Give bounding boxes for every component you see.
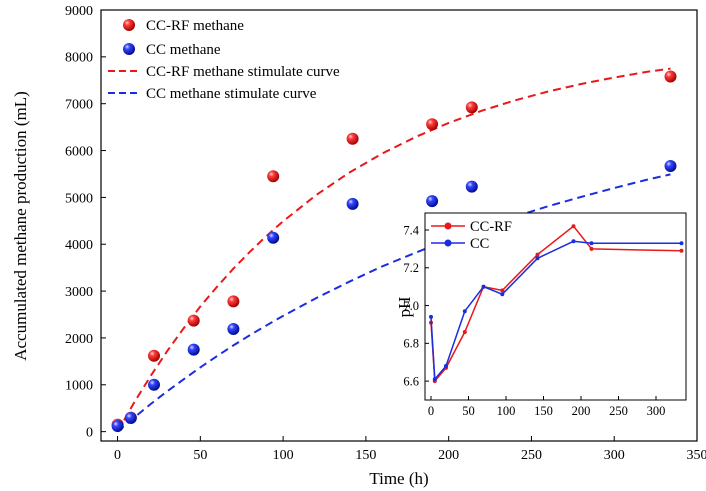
main-plot-frame <box>100 9 698 442</box>
point-cc-methane <box>124 412 137 424</box>
inset-x-tick-label: 50 <box>462 404 475 418</box>
legend-label-cc-methane: CC methane <box>146 42 221 58</box>
inset-y-tick-label: 6.8 <box>403 337 419 351</box>
legend-label-cc-curve: CC methane stimulate curve <box>146 86 317 102</box>
point-cc-rf-methane <box>465 101 478 114</box>
main-y-tick-label: 7000 <box>65 98 93 113</box>
point-cc-rf-methane <box>664 70 677 83</box>
inset-point-cc <box>500 292 505 297</box>
main-y-tick-label: 9000 <box>65 4 93 19</box>
inset-series <box>429 224 684 384</box>
main-x-tick-label: 300 <box>604 448 625 463</box>
point-cc-methane <box>426 195 439 208</box>
main-y-tick-label: 1000 <box>65 379 93 394</box>
inset-legend-label-cc: CC <box>470 236 489 252</box>
main-x-tick-label: 350 <box>687 448 706 463</box>
point-cc-methane <box>664 160 677 172</box>
inset-point-cc <box>429 314 433 319</box>
inset-y-axis: 6.6 6.8 7.0 7.2 7.4 <box>403 223 429 388</box>
main-x-tick-label: 250 <box>521 448 542 463</box>
point-cc-methane <box>187 343 200 356</box>
inset-point-cc <box>535 256 540 261</box>
inset-y-tick-label: 7.0 <box>403 299 419 313</box>
point-cc-rf-methane <box>267 170 280 183</box>
main-y-tick-label: 3000 <box>65 285 93 300</box>
inset-point-cc-rf <box>571 224 576 229</box>
inset-point-cc-rf <box>462 330 467 334</box>
main-y-tick-label: 2000 <box>65 332 93 347</box>
main-x-axis: 0 50 100 150 200 250 300 350 <box>114 436 706 463</box>
point-cc-methane <box>111 420 124 432</box>
inset-y-axis-title: pH <box>395 297 414 318</box>
point-cc-methane <box>227 323 240 335</box>
inset-legend: CC-RF CC <box>431 219 512 252</box>
main-x-axis-title: Time (h) <box>369 469 428 488</box>
main-y-axis-title: Accumulated methane production (mL) <box>11 91 30 361</box>
inset-point-cc-rf <box>589 246 594 251</box>
main-legend: CC-RF methane CC methane CC-RF methane s… <box>108 18 340 102</box>
inset-x-tick-label: 200 <box>572 404 591 418</box>
inset-point-cc <box>571 239 576 244</box>
main-x-tick-label: 150 <box>355 448 376 463</box>
point-cc-rf-methane <box>346 132 359 145</box>
main-plot: 0 50 100 150 200 250 300 350 010002000300040005… <box>11 4 706 488</box>
inset-x-tick-label: 150 <box>534 404 553 418</box>
main-y-tick-label: 6000 <box>65 144 93 159</box>
inset-x-tick-label: 100 <box>497 404 516 418</box>
legend-marker-cc-rf-methane <box>123 19 135 31</box>
inset-legend-marker-cc-rf <box>444 222 452 230</box>
inset-point-cc <box>589 241 594 246</box>
point-cc-methane <box>465 180 478 193</box>
point-cc-rf-methane <box>426 118 439 131</box>
main-y-axis: 0 1000 2000 3000 4000 5000 6000 7000 8000 9000 <box>65 4 106 441</box>
legend-label-cc-rf-curve: CC-RF methane stimulate curve <box>146 64 340 80</box>
inset-point-cc-rf <box>500 288 505 293</box>
main-x-tick-label: 0 <box>114 448 121 463</box>
inset-x-tick-label: 300 <box>647 404 666 418</box>
inset-y-tick-label: 7.2 <box>403 261 419 275</box>
legend-marker-cc-methane <box>123 43 135 55</box>
inset-y-tick-label: 7.4 <box>403 223 419 237</box>
inset-legend-marker-cc <box>444 239 452 247</box>
main-y-tick-label: 0 <box>86 426 93 441</box>
inset-point-cc-rf <box>535 252 540 257</box>
curve-cc-rf-methane-stimulate-curve <box>116 67 671 433</box>
point-cc-rf-methane <box>227 295 240 308</box>
inset-legend-label-cc-rf: CC-RF <box>470 219 512 235</box>
inset-line-cc-rf <box>430 225 682 383</box>
point-cc-rf-methane <box>148 349 160 362</box>
point-cc-rf-methane <box>187 314 200 327</box>
main-y-tick-label: 8000 <box>65 51 93 66</box>
main-x-tick-label: 100 <box>273 448 294 463</box>
inset-point-cc <box>679 241 684 246</box>
main-y-tick-label: 5000 <box>65 191 93 206</box>
inset-x-tick-label: 250 <box>609 404 628 418</box>
legend-label-cc-rf-methane: CC-RF methane <box>146 18 244 34</box>
main-x-tick-label: 50 <box>193 448 207 463</box>
main-x-tick-label: 200 <box>438 448 459 463</box>
main-series <box>111 67 677 433</box>
inset-point-cc <box>432 377 437 382</box>
curve-cc-methane-stimulate-curve <box>116 173 671 433</box>
inset-point-cc <box>462 309 467 314</box>
inset-y-tick-label: 6.6 <box>403 374 419 388</box>
inset-point-cc <box>444 364 448 368</box>
point-cc-methane <box>148 378 160 391</box>
main-y-tick-label: 4000 <box>65 238 93 253</box>
inset-x-axis: 0 50 100 150 200 250 300 <box>428 396 666 418</box>
inset-line-cc <box>430 240 682 382</box>
point-cc-methane <box>267 231 280 244</box>
inset-plot: 0 50 100 150 200 250 300 6.6 6.8 7.0 7.2 7.4 pH CC… <box>395 212 687 418</box>
point-cc-methane <box>346 197 359 210</box>
inset-point-cc <box>481 284 486 289</box>
inset-x-tick-label: 0 <box>428 404 434 418</box>
inset-point-cc-rf <box>679 248 684 253</box>
